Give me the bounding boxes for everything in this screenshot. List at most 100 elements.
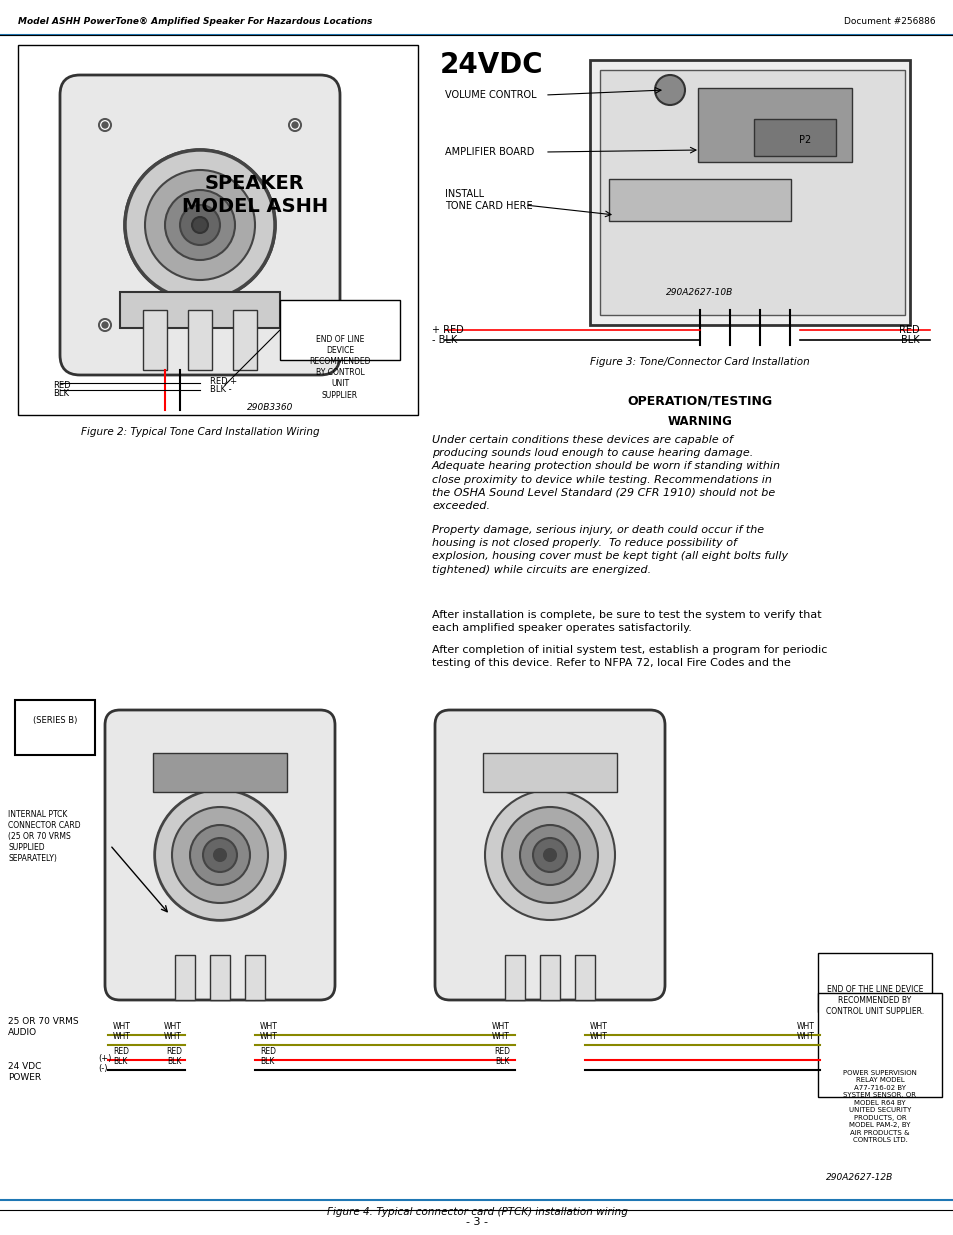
Text: POWER SUPERVISION
RELAY MODEL
A77-716-02 BY
SYSTEM SENSOR, OR
MODEL R64 BY
UNITE: POWER SUPERVISION RELAY MODEL A77-716-02… xyxy=(842,1070,916,1144)
Text: OPERATION/TESTING: OPERATION/TESTING xyxy=(627,395,772,408)
Text: (+): (+) xyxy=(98,1053,112,1062)
Text: BLK -: BLK - xyxy=(210,385,232,394)
FancyBboxPatch shape xyxy=(504,955,524,1000)
Circle shape xyxy=(292,122,297,128)
Text: END OF THE LINE DEVICE
RECOMMENDED BY
CONTROL UNIT SUPPLIER.: END OF THE LINE DEVICE RECOMMENDED BY CO… xyxy=(825,986,923,1016)
Text: Property damage, serious injury, or death could occur if the
housing is not clos: Property damage, serious injury, or deat… xyxy=(432,525,787,574)
Circle shape xyxy=(655,75,684,105)
Text: INSTALL
TONE CARD HERE: INSTALL TONE CARD HERE xyxy=(444,189,532,211)
FancyBboxPatch shape xyxy=(120,291,280,329)
Text: WHT: WHT xyxy=(260,1023,277,1031)
FancyBboxPatch shape xyxy=(188,310,212,370)
Text: WHT: WHT xyxy=(797,1023,814,1031)
Text: Figure 3: Tone/Connector Card Installation: Figure 3: Tone/Connector Card Installati… xyxy=(590,357,809,367)
Text: Figure 2: Typical Tone Card Installation Wiring: Figure 2: Typical Tone Card Installation… xyxy=(81,427,319,437)
Circle shape xyxy=(125,149,274,300)
Circle shape xyxy=(213,848,226,861)
Text: AMPLIFIER BOARD: AMPLIFIER BOARD xyxy=(444,147,534,157)
Text: Under certain conditions these devices are capable of
producing sounds loud enou: Under certain conditions these devices a… xyxy=(432,435,781,511)
Text: After installation is complete, be sure to test the system to verify that
each a: After installation is complete, be sure … xyxy=(432,610,821,634)
Circle shape xyxy=(180,205,220,245)
Circle shape xyxy=(501,806,598,903)
Circle shape xyxy=(165,190,234,261)
FancyBboxPatch shape xyxy=(589,61,909,325)
Text: 290B3360: 290B3360 xyxy=(247,403,293,412)
FancyBboxPatch shape xyxy=(210,955,230,1000)
Text: (SERIES B): (SERIES B) xyxy=(32,715,77,725)
Circle shape xyxy=(192,217,208,233)
FancyBboxPatch shape xyxy=(105,710,335,1000)
FancyBboxPatch shape xyxy=(817,953,931,1011)
Text: RED: RED xyxy=(53,380,71,389)
Circle shape xyxy=(519,825,579,885)
Circle shape xyxy=(289,319,301,331)
Circle shape xyxy=(154,790,285,920)
Text: BLK: BLK xyxy=(168,1057,182,1066)
Text: WHT: WHT xyxy=(164,1023,182,1031)
Text: BLK: BLK xyxy=(53,389,69,398)
Text: (-): (-) xyxy=(98,1063,108,1072)
Text: WHT: WHT xyxy=(112,1032,131,1041)
Text: VOLUME CONTROL: VOLUME CONTROL xyxy=(444,90,536,100)
Circle shape xyxy=(99,319,111,331)
Text: WHT: WHT xyxy=(260,1032,277,1041)
Text: WHT: WHT xyxy=(797,1032,814,1041)
Text: END OF LINE
DEVICE
RECOMMENDED
BY CONTROL
UNIT
SUPPLIER: END OF LINE DEVICE RECOMMENDED BY CONTRO… xyxy=(309,335,371,399)
Text: RED: RED xyxy=(899,325,919,335)
Text: Document #256886: Document #256886 xyxy=(843,17,935,26)
Text: BLK: BLK xyxy=(112,1057,128,1066)
Circle shape xyxy=(102,122,108,128)
Circle shape xyxy=(172,806,268,903)
FancyBboxPatch shape xyxy=(143,310,167,370)
FancyBboxPatch shape xyxy=(233,310,256,370)
Text: - BLK: - BLK xyxy=(432,335,456,345)
Text: Model ASHH PowerTone® Amplified Speaker For Hazardous Locations: Model ASHH PowerTone® Amplified Speaker … xyxy=(18,17,372,26)
FancyBboxPatch shape xyxy=(698,88,851,162)
Text: WHT: WHT xyxy=(492,1023,510,1031)
Text: WHT: WHT xyxy=(164,1032,182,1041)
Text: BLK: BLK xyxy=(496,1057,510,1066)
FancyBboxPatch shape xyxy=(753,119,835,156)
Text: BLK: BLK xyxy=(901,335,919,345)
Text: RED: RED xyxy=(166,1047,182,1056)
Text: WHT: WHT xyxy=(589,1032,607,1041)
Text: INTERNAL PTCK
CONNECTOR CARD
(25 OR 70 VRMS
SUPPLIED
SEPARATELY): INTERNAL PTCK CONNECTOR CARD (25 OR 70 V… xyxy=(8,810,81,863)
Text: P2: P2 xyxy=(798,135,810,144)
Text: RED: RED xyxy=(260,1047,275,1056)
Text: Figure 4: Typical connector card (PTCK) installation wiring: Figure 4: Typical connector card (PTCK) … xyxy=(326,1207,627,1216)
Circle shape xyxy=(99,119,111,131)
Text: WHT: WHT xyxy=(492,1032,510,1041)
FancyBboxPatch shape xyxy=(152,753,287,792)
FancyBboxPatch shape xyxy=(817,993,941,1097)
Text: 25 OR 70 VRMS
AUDIO: 25 OR 70 VRMS AUDIO xyxy=(8,1016,78,1037)
Text: 290A2627-12B: 290A2627-12B xyxy=(825,1173,893,1182)
Text: RED: RED xyxy=(494,1047,510,1056)
Text: 24 VDC
POWER: 24 VDC POWER xyxy=(8,1062,41,1082)
FancyBboxPatch shape xyxy=(280,300,399,359)
Text: After completion of initial system test, establish a program for periodic
testin: After completion of initial system test,… xyxy=(432,645,826,668)
FancyBboxPatch shape xyxy=(18,44,417,415)
Circle shape xyxy=(289,119,301,131)
Circle shape xyxy=(484,790,615,920)
FancyBboxPatch shape xyxy=(60,75,339,375)
Circle shape xyxy=(203,839,236,872)
FancyBboxPatch shape xyxy=(539,955,559,1000)
FancyBboxPatch shape xyxy=(482,753,617,792)
FancyBboxPatch shape xyxy=(435,710,664,1000)
FancyBboxPatch shape xyxy=(575,955,595,1000)
Text: RED: RED xyxy=(112,1047,129,1056)
FancyBboxPatch shape xyxy=(608,179,790,221)
Circle shape xyxy=(543,848,556,861)
Circle shape xyxy=(292,322,297,329)
Circle shape xyxy=(145,170,254,280)
Circle shape xyxy=(533,839,566,872)
Text: WHT: WHT xyxy=(112,1023,131,1031)
FancyBboxPatch shape xyxy=(599,70,904,315)
Text: 24VDC: 24VDC xyxy=(439,51,543,79)
Text: RED +: RED + xyxy=(210,378,237,387)
Text: BLK: BLK xyxy=(260,1057,274,1066)
Circle shape xyxy=(190,825,250,885)
Text: WHT: WHT xyxy=(589,1023,607,1031)
FancyBboxPatch shape xyxy=(174,955,194,1000)
Text: - 3 -: - 3 - xyxy=(465,1216,488,1228)
